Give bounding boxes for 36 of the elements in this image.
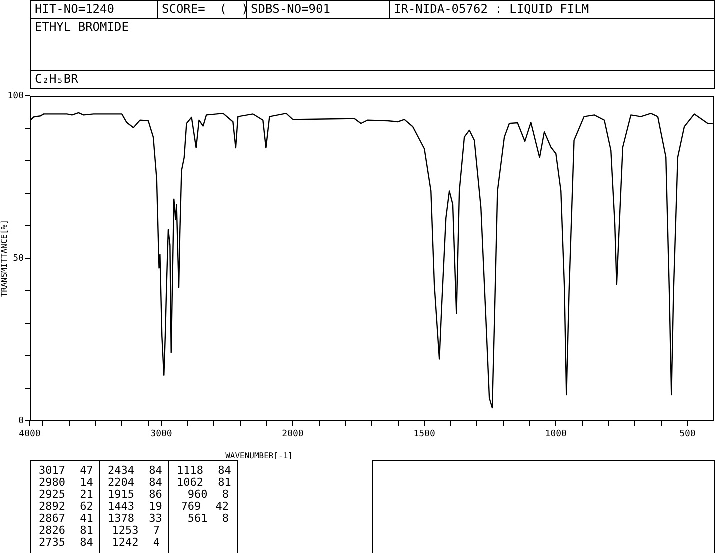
y-tick-label: 0 — [18, 416, 24, 426]
text: 1443 19 — [108, 500, 162, 513]
text: HIT-NO=1240 — [31, 1, 158, 18]
text: 2434 84 — [108, 464, 162, 477]
text: 2826 81 — [39, 524, 94, 537]
x-tick-label: 1000 — [545, 430, 567, 440]
text: IR-NIDA-05762 : LIQUID FILM — [393, 1, 590, 18]
text: 769 42 — [180, 500, 229, 513]
chart-subtitle: C₂H₅BR — [34, 71, 80, 88]
x-axis-title: WAVENUMBER[-1] — [226, 451, 293, 460]
text: 2735 84 — [39, 536, 94, 549]
x-tick-label: 2000 — [282, 430, 304, 440]
text: 2892 62 — [39, 500, 94, 513]
chart-title: ETHYL BROMIDE — [31, 19, 714, 71]
text: 2867 41 — [39, 512, 94, 525]
x-tick-label: 3000 — [150, 430, 172, 440]
text: 561 8 — [186, 512, 229, 525]
y-axis-title: TRANSMITTANCE[%] — [0, 220, 9, 298]
y-tick-label: 50 — [13, 254, 24, 264]
text: 1378 33 — [108, 512, 162, 525]
x-tick-label: 1500 — [414, 430, 436, 440]
text: 2980 14 — [39, 476, 94, 489]
text: SCORE= ( ) — [158, 1, 249, 18]
text: 1253 7 — [111, 524, 160, 537]
text: 2925 21 — [39, 488, 94, 501]
x-tick-label: 500 — [680, 430, 696, 440]
text: 1062 81 — [177, 476, 232, 489]
text: 1915 86 — [108, 488, 162, 501]
text: 1242 4 — [111, 536, 160, 549]
text: 3017 47 — [39, 464, 94, 477]
y-tick-label: 100 — [8, 91, 24, 102]
x-tick-label: 4000 — [19, 430, 41, 440]
text: SDBS-NO=901 — [247, 1, 390, 18]
text: 1118 84 — [177, 464, 232, 477]
text: 960 8 — [186, 488, 229, 501]
text: 2204 84 — [108, 476, 162, 489]
